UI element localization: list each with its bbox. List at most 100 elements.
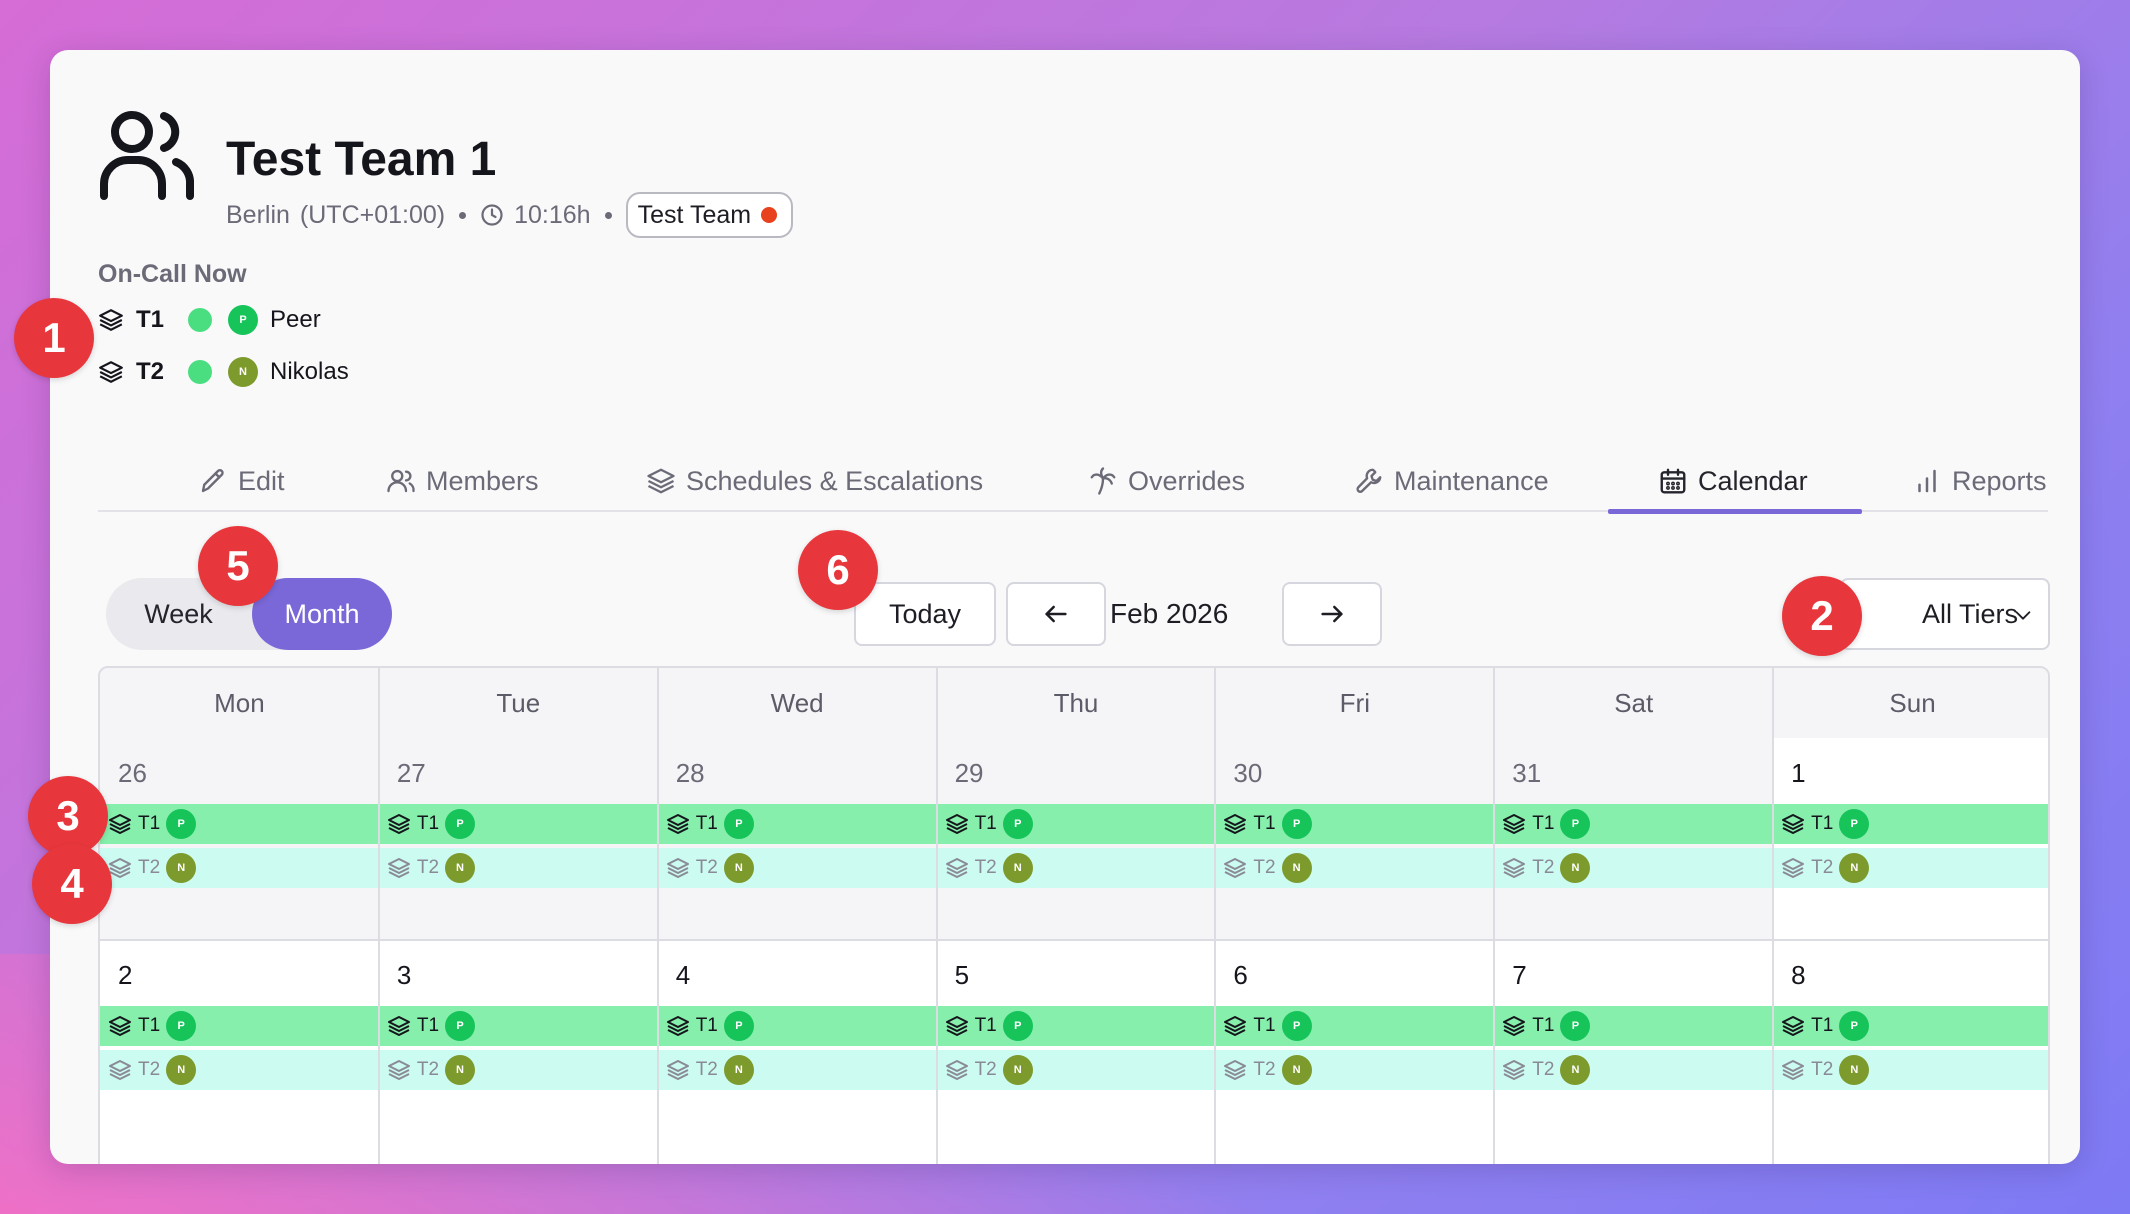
avatar: P [1839,809,1870,839]
annotation-marker-3: 3 [28,776,108,856]
avatar: N [1002,853,1033,883]
wrench-icon [1356,468,1382,493]
team-badge[interactable]: Test Team [625,192,794,238]
tab-bar: Edit Members Schedules & Escalations Ove… [98,450,2048,514]
tab-edit[interactable]: Edit [198,450,285,512]
shift-chip[interactable]: T2 N [666,1050,754,1090]
oncall-name: Peer [270,306,321,333]
tab-schedules[interactable]: Schedules & Escalations [646,450,983,512]
avatar: N [723,853,754,883]
tab-label: Edit [238,465,285,496]
shift-chip[interactable]: T1 P [108,804,197,844]
weekday-header: Mon [100,668,379,738]
bar-chart-icon [1918,469,1936,493]
tier-filter-select[interactable]: All Tiers [1840,578,2050,650]
layers-icon [666,858,689,878]
avatar: N [166,853,197,883]
shift-chip[interactable]: T2 N [945,848,1033,888]
tab-label: Maintenance [1394,465,1549,496]
avatar: P [445,1011,476,1041]
next-month-button[interactable] [1282,582,1382,646]
shift-chip[interactable]: T2 N [108,848,197,888]
avatar: P [1560,809,1591,839]
layers-icon [945,858,968,878]
day-number: 26 [118,758,147,788]
shift-tier-label: T2 [1532,1059,1555,1080]
shift-chip[interactable]: T1 P [1502,1006,1591,1046]
month-view-button[interactable]: Month [252,578,392,650]
layers-icon [1782,1016,1805,1036]
shift-chip[interactable]: T2 N [1781,1050,1870,1090]
layers-icon [1224,858,1247,878]
layers-icon [647,468,675,494]
shift-tier-label: T1 [974,813,997,834]
avatar: N [228,357,258,387]
weekday-header: Tue [378,668,658,738]
shift-chip[interactable]: T1 P [1781,804,1870,844]
shift-chip[interactable]: T1 P [1781,1006,1870,1046]
layers-icon [387,1060,410,1080]
shift-chip[interactable]: T2 N [387,848,476,888]
shift-chip[interactable]: T2 N [387,1050,476,1090]
layers-icon [1503,1060,1526,1080]
annotation-marker-4: 4 [32,844,112,924]
shift-chip[interactable]: T1 P [666,804,754,844]
shift-chip[interactable]: T2 N [1502,1050,1591,1090]
shift-tier-label: T1 [1811,813,1834,834]
shift-chip[interactable]: T1 P [387,804,476,844]
shift-chip[interactable]: T2 N [1502,848,1591,888]
shift-chip[interactable]: T1 P [108,1006,197,1046]
layers-icon [99,309,123,331]
team-card: Test Team 1 Berlin (UTC+01:00) 10:16h Te… [50,50,2080,1164]
layers-icon [1782,858,1805,878]
annotation-marker-1: 1 [14,298,94,378]
palm-tree-icon [1090,467,1116,495]
tab-members[interactable]: Members [386,450,539,512]
tab-maintenance[interactable]: Maintenance [1354,450,1549,512]
shift-tier-label: T1 [1532,1015,1555,1036]
shift-chip[interactable]: T1 P [945,804,1033,844]
avatar: N [166,1055,197,1085]
tab-calendar[interactable]: Calendar [1658,450,1808,512]
tab-reports[interactable]: Reports [1912,450,2047,512]
avatar: P [166,809,197,839]
layers-icon [109,1060,131,1080]
shift-chip[interactable]: T2 N [666,848,754,888]
layers-icon [1782,1060,1805,1080]
shift-chip[interactable]: T1 P [1223,1006,1312,1046]
team-timezone: (UTC+01:00) [299,200,446,229]
shift-chip[interactable]: T1 P [945,1006,1033,1046]
layers-icon [945,814,968,834]
shift-band-t2 [100,848,2048,888]
clock-icon [481,204,503,226]
day-number: 5 [954,960,970,990]
week-view-button[interactable]: Week [144,598,213,629]
shift-chip[interactable]: T2 N [1223,1050,1312,1090]
column-divider [1493,668,1496,1164]
day-number: 1 [1791,758,1806,788]
shift-chip[interactable]: T1 P [1502,804,1591,844]
annotation-marker-6: 6 [798,530,878,610]
previous-month-button[interactable] [1006,582,1106,646]
day-number: 31 [1512,758,1542,788]
shift-chip[interactable]: T1 P [666,1006,754,1046]
today-button[interactable]: Today [854,582,996,646]
page-title: Test Team 1 [226,133,497,186]
avatar: P [723,1011,754,1041]
avatar: N [445,1055,476,1085]
tab-overrides[interactable]: Overrides [1088,450,1245,512]
shift-chip[interactable]: T2 N [945,1050,1033,1090]
shift-chip[interactable]: T1 P [387,1006,476,1046]
weekday-header: Thu [936,668,1216,738]
day-number: 30 [1233,758,1263,788]
shift-chip[interactable]: T2 N [1781,848,1870,888]
shift-chip[interactable]: T2 N [1223,848,1312,888]
shift-tier-label: T2 [974,1059,997,1080]
current-month: Feb 2026 [1110,598,1229,629]
chevron-down-icon [2015,611,2031,620]
avatar: P [228,305,258,335]
shift-chip[interactable]: T2 N [108,1050,197,1090]
tab-label: Members [426,465,539,496]
shift-chip[interactable]: T1 P [1223,804,1312,844]
layers-icon [1224,1060,1247,1080]
